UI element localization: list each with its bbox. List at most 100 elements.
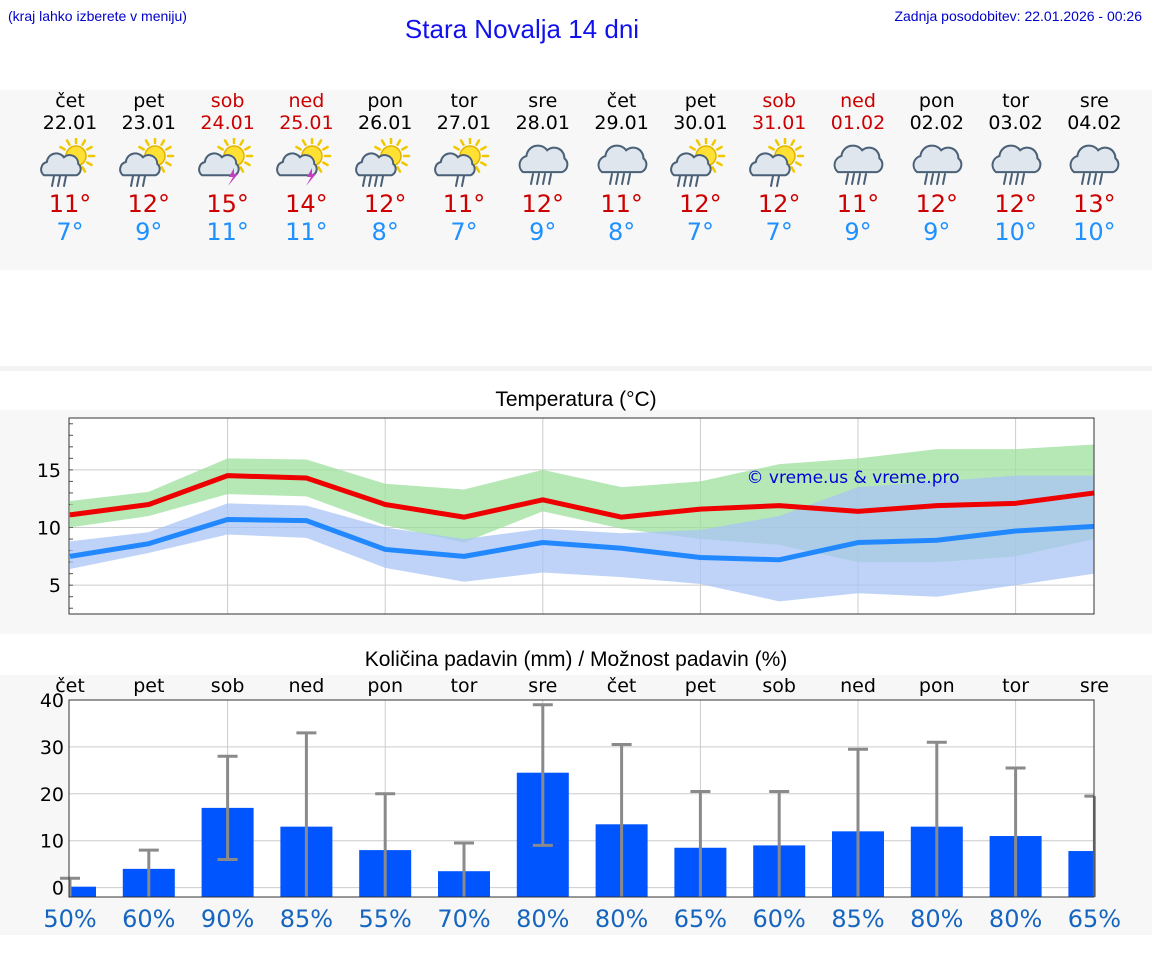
plot-frame xyxy=(68,699,1095,898)
day-name: tor xyxy=(450,90,478,112)
error-bar xyxy=(454,841,474,897)
x-category-label: ned xyxy=(289,675,325,697)
precipitation-probability: 85% xyxy=(280,905,333,933)
error-bar xyxy=(611,743,632,897)
day-name: ned xyxy=(288,90,325,112)
max-temperature: 12° xyxy=(521,190,565,218)
cloud-rain-icon xyxy=(1069,144,1120,185)
y-tick-label: 0 xyxy=(52,878,64,900)
cloud-rain-icon xyxy=(912,144,963,185)
sun-cloud-rain-icon xyxy=(118,138,175,187)
error-bar xyxy=(1005,766,1026,897)
min-temperature: 9° xyxy=(844,218,872,246)
day-column: čet 29.01 11° 8° xyxy=(582,90,662,246)
x-category-label: pon xyxy=(367,675,403,697)
min-temperature: 8° xyxy=(371,218,399,246)
precipitation-probability: 70% xyxy=(437,905,490,933)
sun-cloud-heavy-rain-icon xyxy=(355,138,411,187)
max-temperature: 11° xyxy=(442,190,486,218)
precipitation-probability: 90% xyxy=(201,905,254,933)
copyright-annotation: © vreme.us & vreme.pro xyxy=(746,468,959,488)
day-date: 28.01 xyxy=(515,112,570,134)
y-tick-label: 30 xyxy=(40,737,64,759)
min-temperature: 9° xyxy=(923,218,951,246)
precipitation-probability: 80% xyxy=(516,905,569,933)
min-temperature: 10° xyxy=(1073,218,1116,246)
cloud-rain-icon xyxy=(597,144,647,185)
x-category-label: pon xyxy=(919,675,955,697)
y-tick-label: 40 xyxy=(40,690,64,712)
error-bar xyxy=(138,848,159,897)
max-temperature: 11° xyxy=(600,190,643,218)
day-column: tor 27.01 11° 7° xyxy=(424,90,504,246)
sun-cloud-light-rain-icon xyxy=(749,138,805,187)
min-range-band xyxy=(70,475,1095,602)
min-temperature-line xyxy=(69,516,1095,563)
cloud-rain-icon xyxy=(518,144,569,185)
max-temperature: 15° xyxy=(206,190,249,218)
day-column: čet 22.01 11° 7° xyxy=(30,90,110,246)
y-tick-label: 10 xyxy=(37,518,61,540)
min-temperature: 9° xyxy=(135,218,163,246)
day-column: ned 01.02 11° 9° xyxy=(818,90,898,246)
day-name: ned xyxy=(840,90,876,112)
forecast-strip: čet 22.01 11° 7° pet 23.01 12° 9° sob 24.01 15° 11°… xyxy=(0,90,1152,270)
error-bar xyxy=(690,789,711,897)
precipitation-probability: 80% xyxy=(910,905,963,933)
day-column: pon 02.02 12° 9° xyxy=(897,90,977,246)
cloud-rain-icon xyxy=(991,144,1041,185)
day-column: sob 24.01 15° 11° xyxy=(188,90,268,246)
error-bar xyxy=(848,747,868,897)
max-temperature-line xyxy=(69,473,1095,520)
sun-cloud-light-rain-icon xyxy=(434,138,490,187)
min-temperature: 7° xyxy=(765,218,793,246)
day-column: sob 31.01 12° 7° xyxy=(739,90,819,246)
day-name: pon xyxy=(918,90,955,112)
day-name: pon xyxy=(367,90,404,112)
sun-cloud-heavy-rain-icon xyxy=(670,138,726,187)
day-date: 02.02 xyxy=(909,112,964,134)
precipitation-probability: 60% xyxy=(753,905,806,933)
precipitation-probability: 85% xyxy=(831,905,884,933)
max-temperature: 12° xyxy=(127,190,171,218)
x-category-label: tor xyxy=(1002,675,1029,697)
x-category-label: čet xyxy=(55,675,85,697)
sun-cloud-thunder-icon xyxy=(197,138,253,186)
day-date: 25.01 xyxy=(279,112,334,134)
day-column: pet 23.01 12° 9° xyxy=(109,90,189,246)
error-bar xyxy=(60,876,80,897)
y-tick-label: 5 xyxy=(49,575,61,597)
precipitation-bar xyxy=(1068,851,1094,897)
day-date: 29.01 xyxy=(594,112,649,134)
day-name: pet xyxy=(133,90,165,112)
min-temperature: 9° xyxy=(529,218,557,246)
plot-frame xyxy=(68,417,1095,615)
day-name: pet xyxy=(684,90,716,112)
error-bar xyxy=(532,703,553,847)
day-column: sre 28.01 12° 9° xyxy=(503,90,583,246)
x-category-label: čet xyxy=(607,675,637,697)
day-name: čet xyxy=(55,90,85,112)
error-bar xyxy=(296,731,317,897)
temperature-chart: 5 10 15 © vreme.us & vreme.pro xyxy=(37,417,1095,615)
menu-hint: (kraj lahko izberete v meniju) xyxy=(8,8,187,24)
x-category-label: tor xyxy=(451,675,478,697)
page-title: Stara Novalja 14 dni xyxy=(404,14,640,44)
max-temperature: 14° xyxy=(285,190,328,218)
day-name: sre xyxy=(528,90,558,112)
precipitation-probability: 55% xyxy=(359,905,412,933)
precipitation-chart-title: Količina padavin (mm) / Možnost padavin … xyxy=(364,648,788,671)
day-name: sob xyxy=(762,90,796,112)
min-temperature: 10° xyxy=(994,218,1037,246)
precipitation-probability: 65% xyxy=(674,905,727,933)
day-column: pet 30.01 12° 7° xyxy=(660,90,740,246)
precipitation-bar xyxy=(69,886,96,897)
min-temperature: 7° xyxy=(56,218,84,246)
x-category-label: ned xyxy=(840,675,876,697)
precipitation-probability: 50% xyxy=(43,905,96,933)
min-temperature: 8° xyxy=(607,218,636,246)
error-bar xyxy=(926,740,947,897)
min-temperature: 11° xyxy=(285,218,328,246)
y-tick-label: 10 xyxy=(40,831,64,853)
day-column: pon 26.01 12° 8° xyxy=(345,90,425,246)
